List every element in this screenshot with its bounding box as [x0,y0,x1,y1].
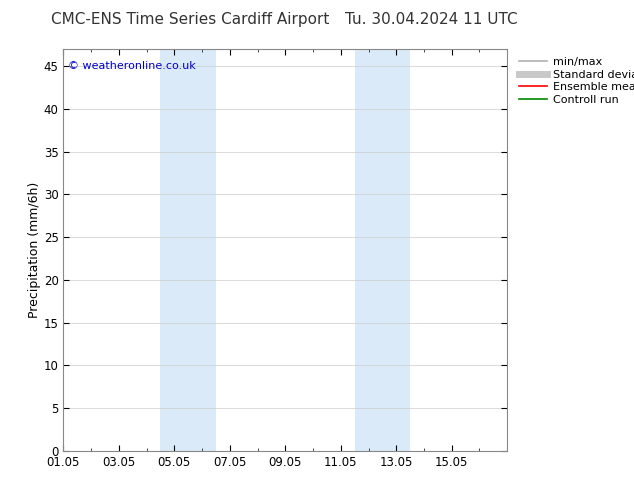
Bar [354,49,410,451]
Text: CMC-ENS Time Series Cardiff Airport: CMC-ENS Time Series Cardiff Airport [51,12,330,27]
Text: Tu. 30.04.2024 11 UTC: Tu. 30.04.2024 11 UTC [345,12,517,27]
Text: © weatheronline.co.uk: © weatheronline.co.uk [68,61,195,71]
Legend: min/max, Standard deviation, Ensemble mean run, Controll run: min/max, Standard deviation, Ensemble me… [517,54,634,107]
Bar [160,49,216,451]
Y-axis label: Precipitation (mm/6h): Precipitation (mm/6h) [28,182,41,318]
